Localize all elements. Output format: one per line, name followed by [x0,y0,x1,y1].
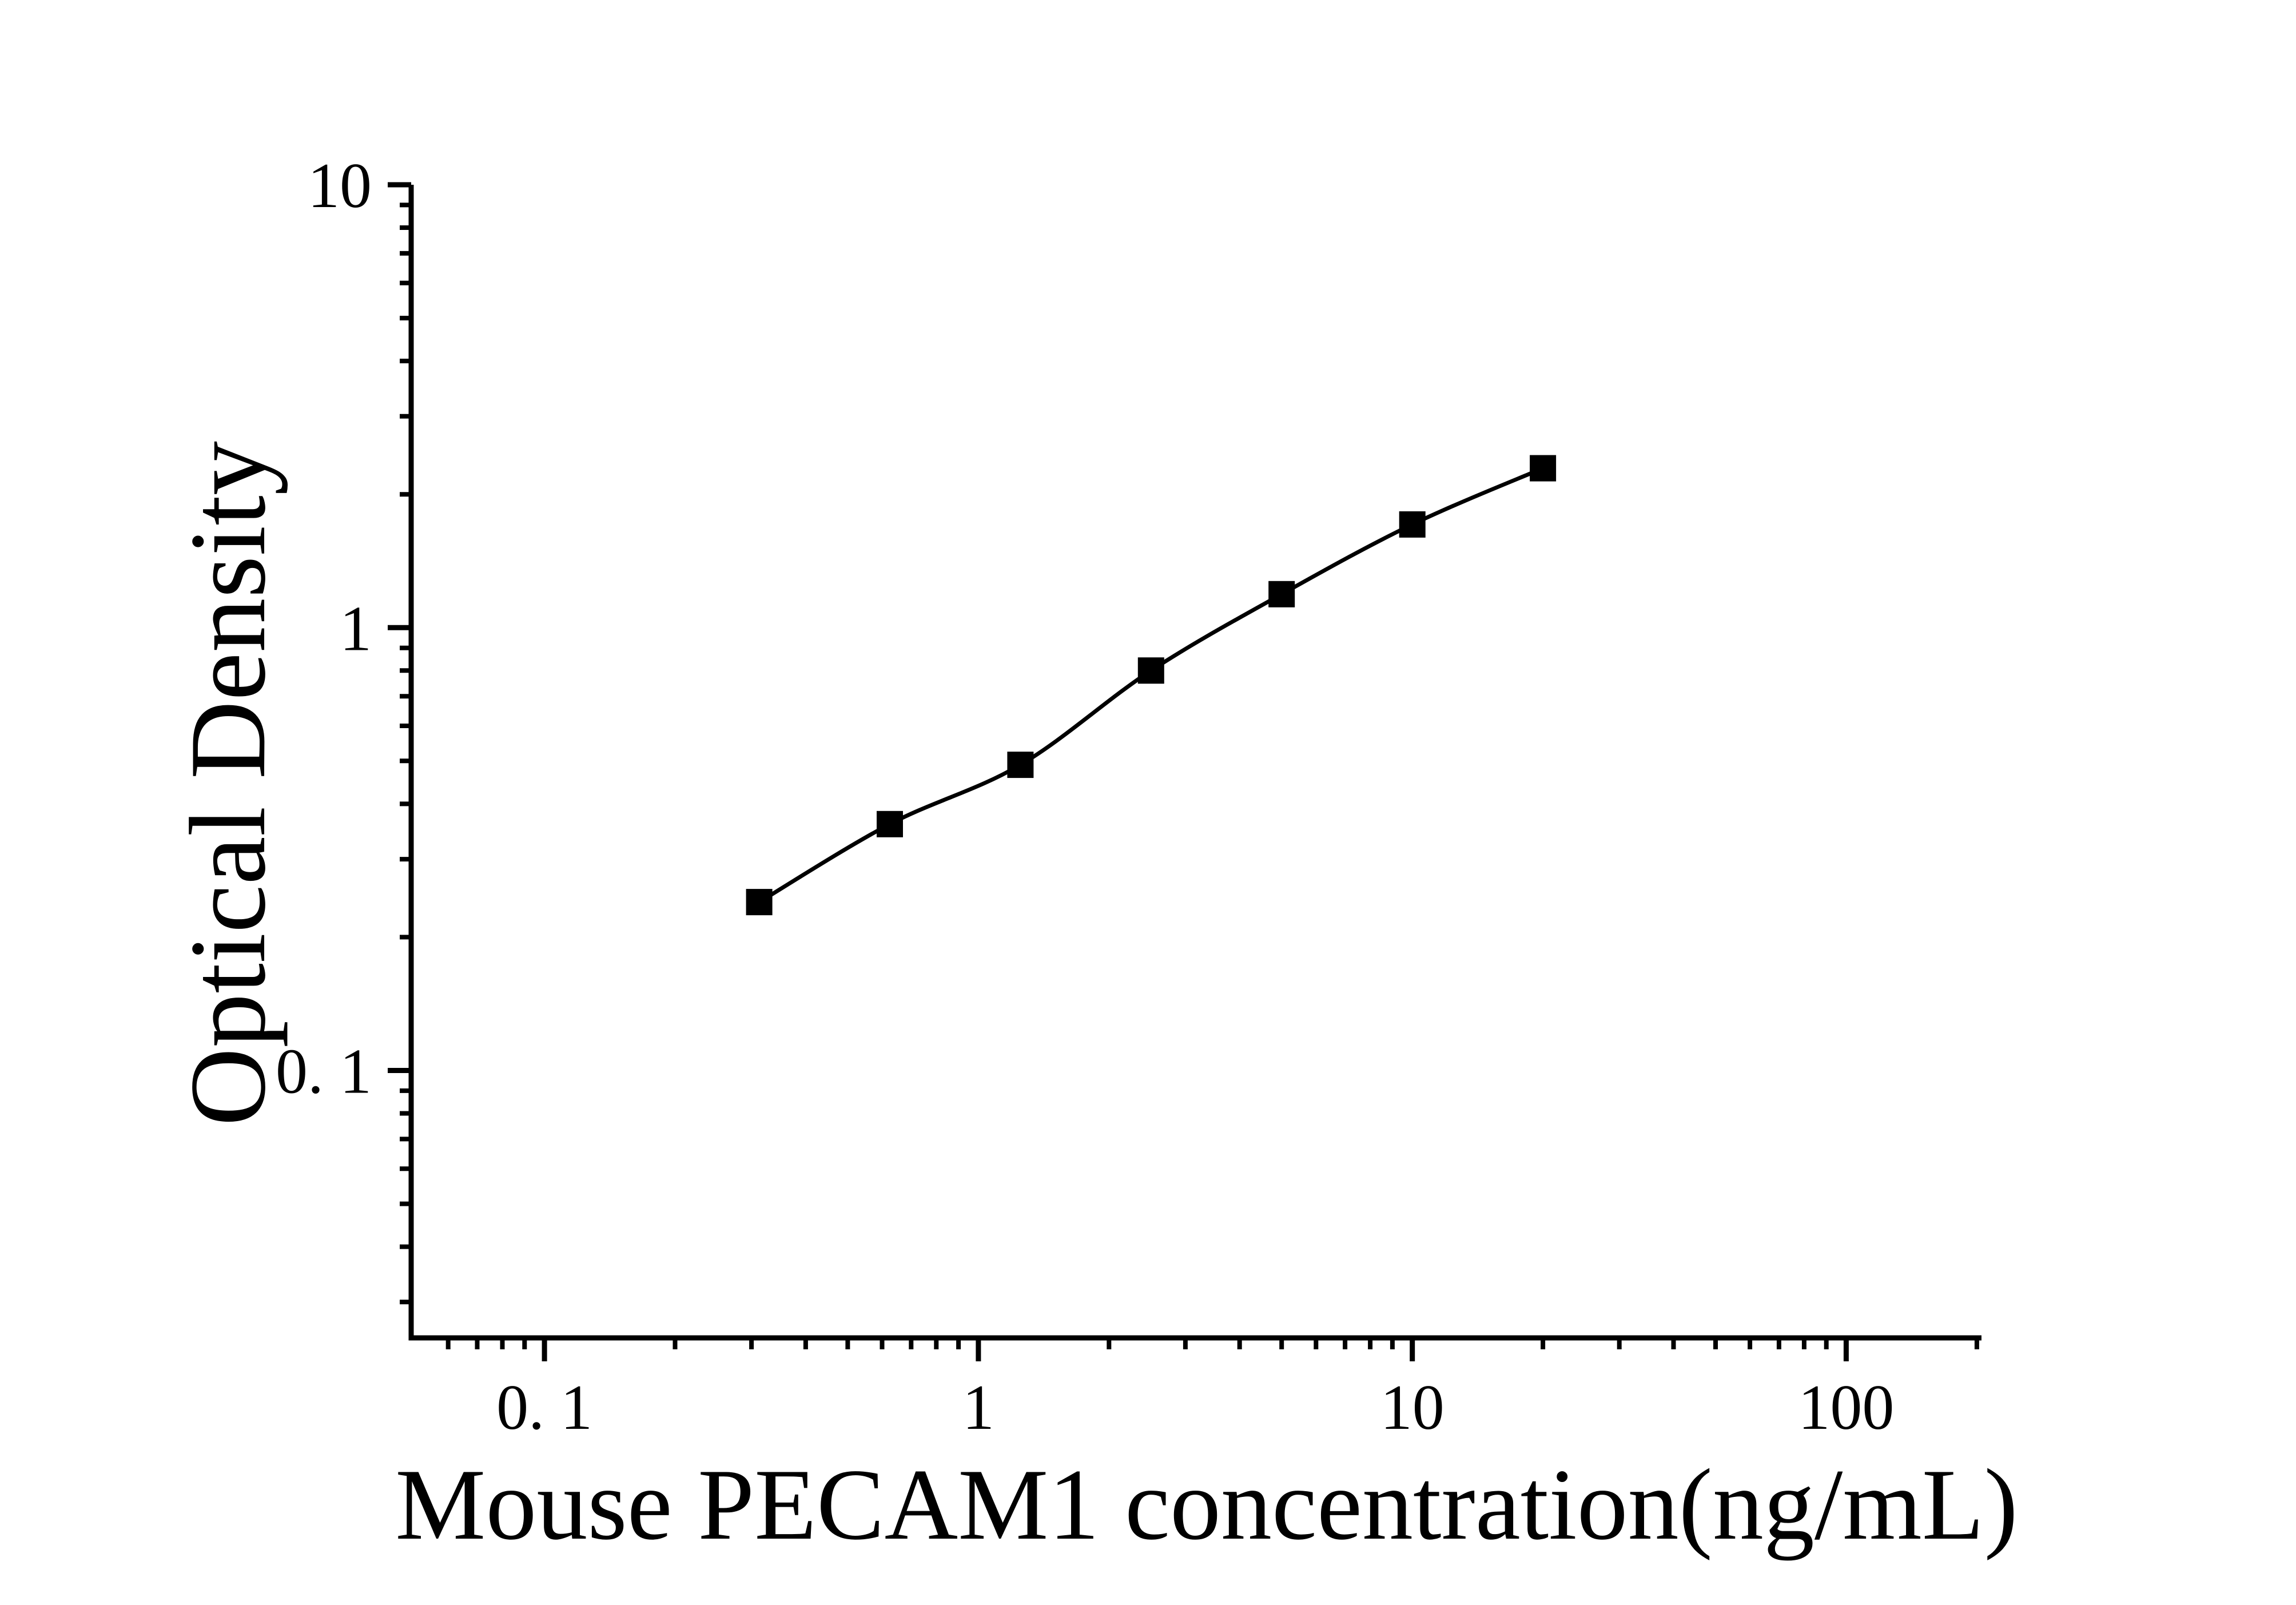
y-axis-title: Optical Density [168,441,288,1126]
x-tick-label: 100 [1798,1372,1894,1443]
y-tick-label: 10 [308,150,372,221]
series-layer [746,455,1557,916]
data-point-marker [1007,752,1034,778]
data-point-marker [1137,657,1164,684]
x-tick-label: 10 [1380,1372,1445,1443]
major-ticks [388,182,1849,1361]
y-tick-label: 0. 1 [276,1036,372,1107]
tick-labels: 0. 1 1 10 100 10 1 0. 1 [276,150,1894,1443]
data-point-marker [746,889,773,916]
x-tick-label: 0. 1 [496,1372,592,1443]
data-point-marker [1268,581,1295,607]
data-point-marker [1530,455,1557,482]
x-axis-title: Mouse PECAM1 concentration(ng/mL) [395,1448,2018,1561]
data-point-marker [877,811,903,837]
data-point-marker [1399,511,1426,538]
axes [408,185,1981,1341]
x-tick-label: 1 [962,1372,994,1443]
y-tick-label: 1 [340,594,372,665]
axis-spines [408,185,1981,1341]
minor-ticks [400,202,1979,1349]
